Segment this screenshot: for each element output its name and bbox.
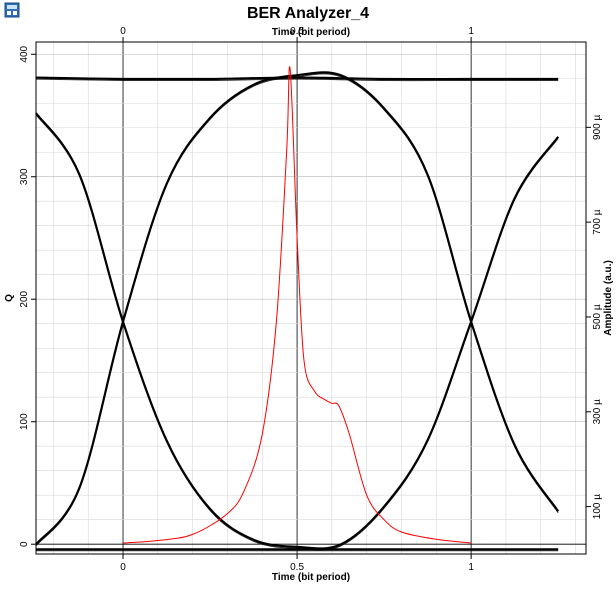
y-left-tick-label: 400 (19, 45, 30, 62)
y-right-tick-label: 500 µ (592, 304, 603, 329)
y-left-axis-label: Q (4, 294, 15, 302)
grid (36, 42, 586, 554)
y-left-tick-label: 100 (19, 413, 30, 430)
y-right-tick-label: 700 µ (592, 209, 603, 234)
y-right-tick-label: 900 µ (592, 114, 603, 139)
x-bottom-tick-label: 0 (120, 562, 126, 573)
x-top-tick-label: 0.5 (290, 26, 304, 37)
q-factor-curve (122, 66, 472, 544)
x-top-axis-label: Time (bit period) (272, 27, 350, 38)
y-right-axis-label: Amplitude (a.u.) (603, 260, 614, 336)
axis-ticks: 0 0 0.5 0.5 1 1 0 100 200 300 400 100 µ 300 µ 500 µ 70… (19, 26, 603, 573)
y-left-tick-label: 0 (19, 541, 30, 547)
plot-frame (35, 41, 587, 555)
x-bottom-tick-label: 0.5 (290, 562, 304, 573)
x-top-tick-label: 1 (468, 26, 474, 37)
series-lines (35, 66, 560, 552)
app-icon (4, 2, 20, 18)
eye-diagram-trace-3 (35, 76, 559, 81)
x-top-tick-label: 0 (120, 26, 126, 37)
y-right-tick-label: 100 µ (592, 494, 603, 519)
x-bottom-axis-label: Time (bit period) (272, 572, 350, 583)
x-bottom-tick-label: 1 (468, 562, 474, 573)
chart-title: BER Analyzer_4 (246, 5, 370, 22)
eye-diagram-trace-overlay-3 (35, 78, 559, 82)
y-right-tick-label: 300 µ (592, 399, 603, 424)
y-left-tick-label: 300 (19, 168, 30, 185)
y-left-tick-label: 200 (19, 290, 30, 307)
